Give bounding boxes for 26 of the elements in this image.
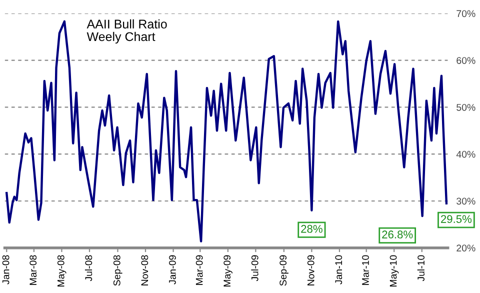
text: AAII Bull Ratio Weely Chart — [86, 19, 167, 44]
x-tick-label: Mar-09 — [196, 255, 203, 285]
x-tick-label: May-10 — [390, 255, 399, 286]
annotation: 28% — [301, 224, 322, 233]
x-tick-label: Jul-08 — [84, 255, 92, 282]
x-tick-label: Jan-10 — [335, 255, 342, 284]
x-tick-label: May-08 — [57, 255, 66, 286]
x-tick-label: Jul-09 — [251, 255, 258, 282]
x-tick-label: Sep-09 — [280, 255, 288, 286]
x-tick-label: Jan-09 — [169, 255, 176, 284]
x-tick-label: Jan-08 — [2, 255, 10, 284]
y-tick-label: 70% — [456, 10, 476, 18]
y-tick-label: 60% — [456, 57, 476, 64]
x-tick-label: Nov-08 — [141, 255, 148, 286]
y-tick-label: 40% — [456, 150, 476, 158]
annotation: 29.5% — [441, 215, 472, 223]
y-tick-label: 20% — [456, 244, 476, 252]
y-tick-label: 30% — [456, 198, 476, 205]
x-tick-label: Mar-08 — [30, 255, 37, 285]
x-tick-label: Sep-08 — [113, 255, 122, 286]
x-tick-label: Jul-10 — [417, 255, 424, 282]
x-tick-label: Nov-09 — [307, 255, 314, 286]
y-tick-label: 50% — [456, 104, 476, 111]
x-tick-label: Mar-10 — [362, 255, 369, 285]
annotation: 26.8% — [382, 230, 413, 238]
x-tick-label: May-09 — [224, 255, 232, 286]
